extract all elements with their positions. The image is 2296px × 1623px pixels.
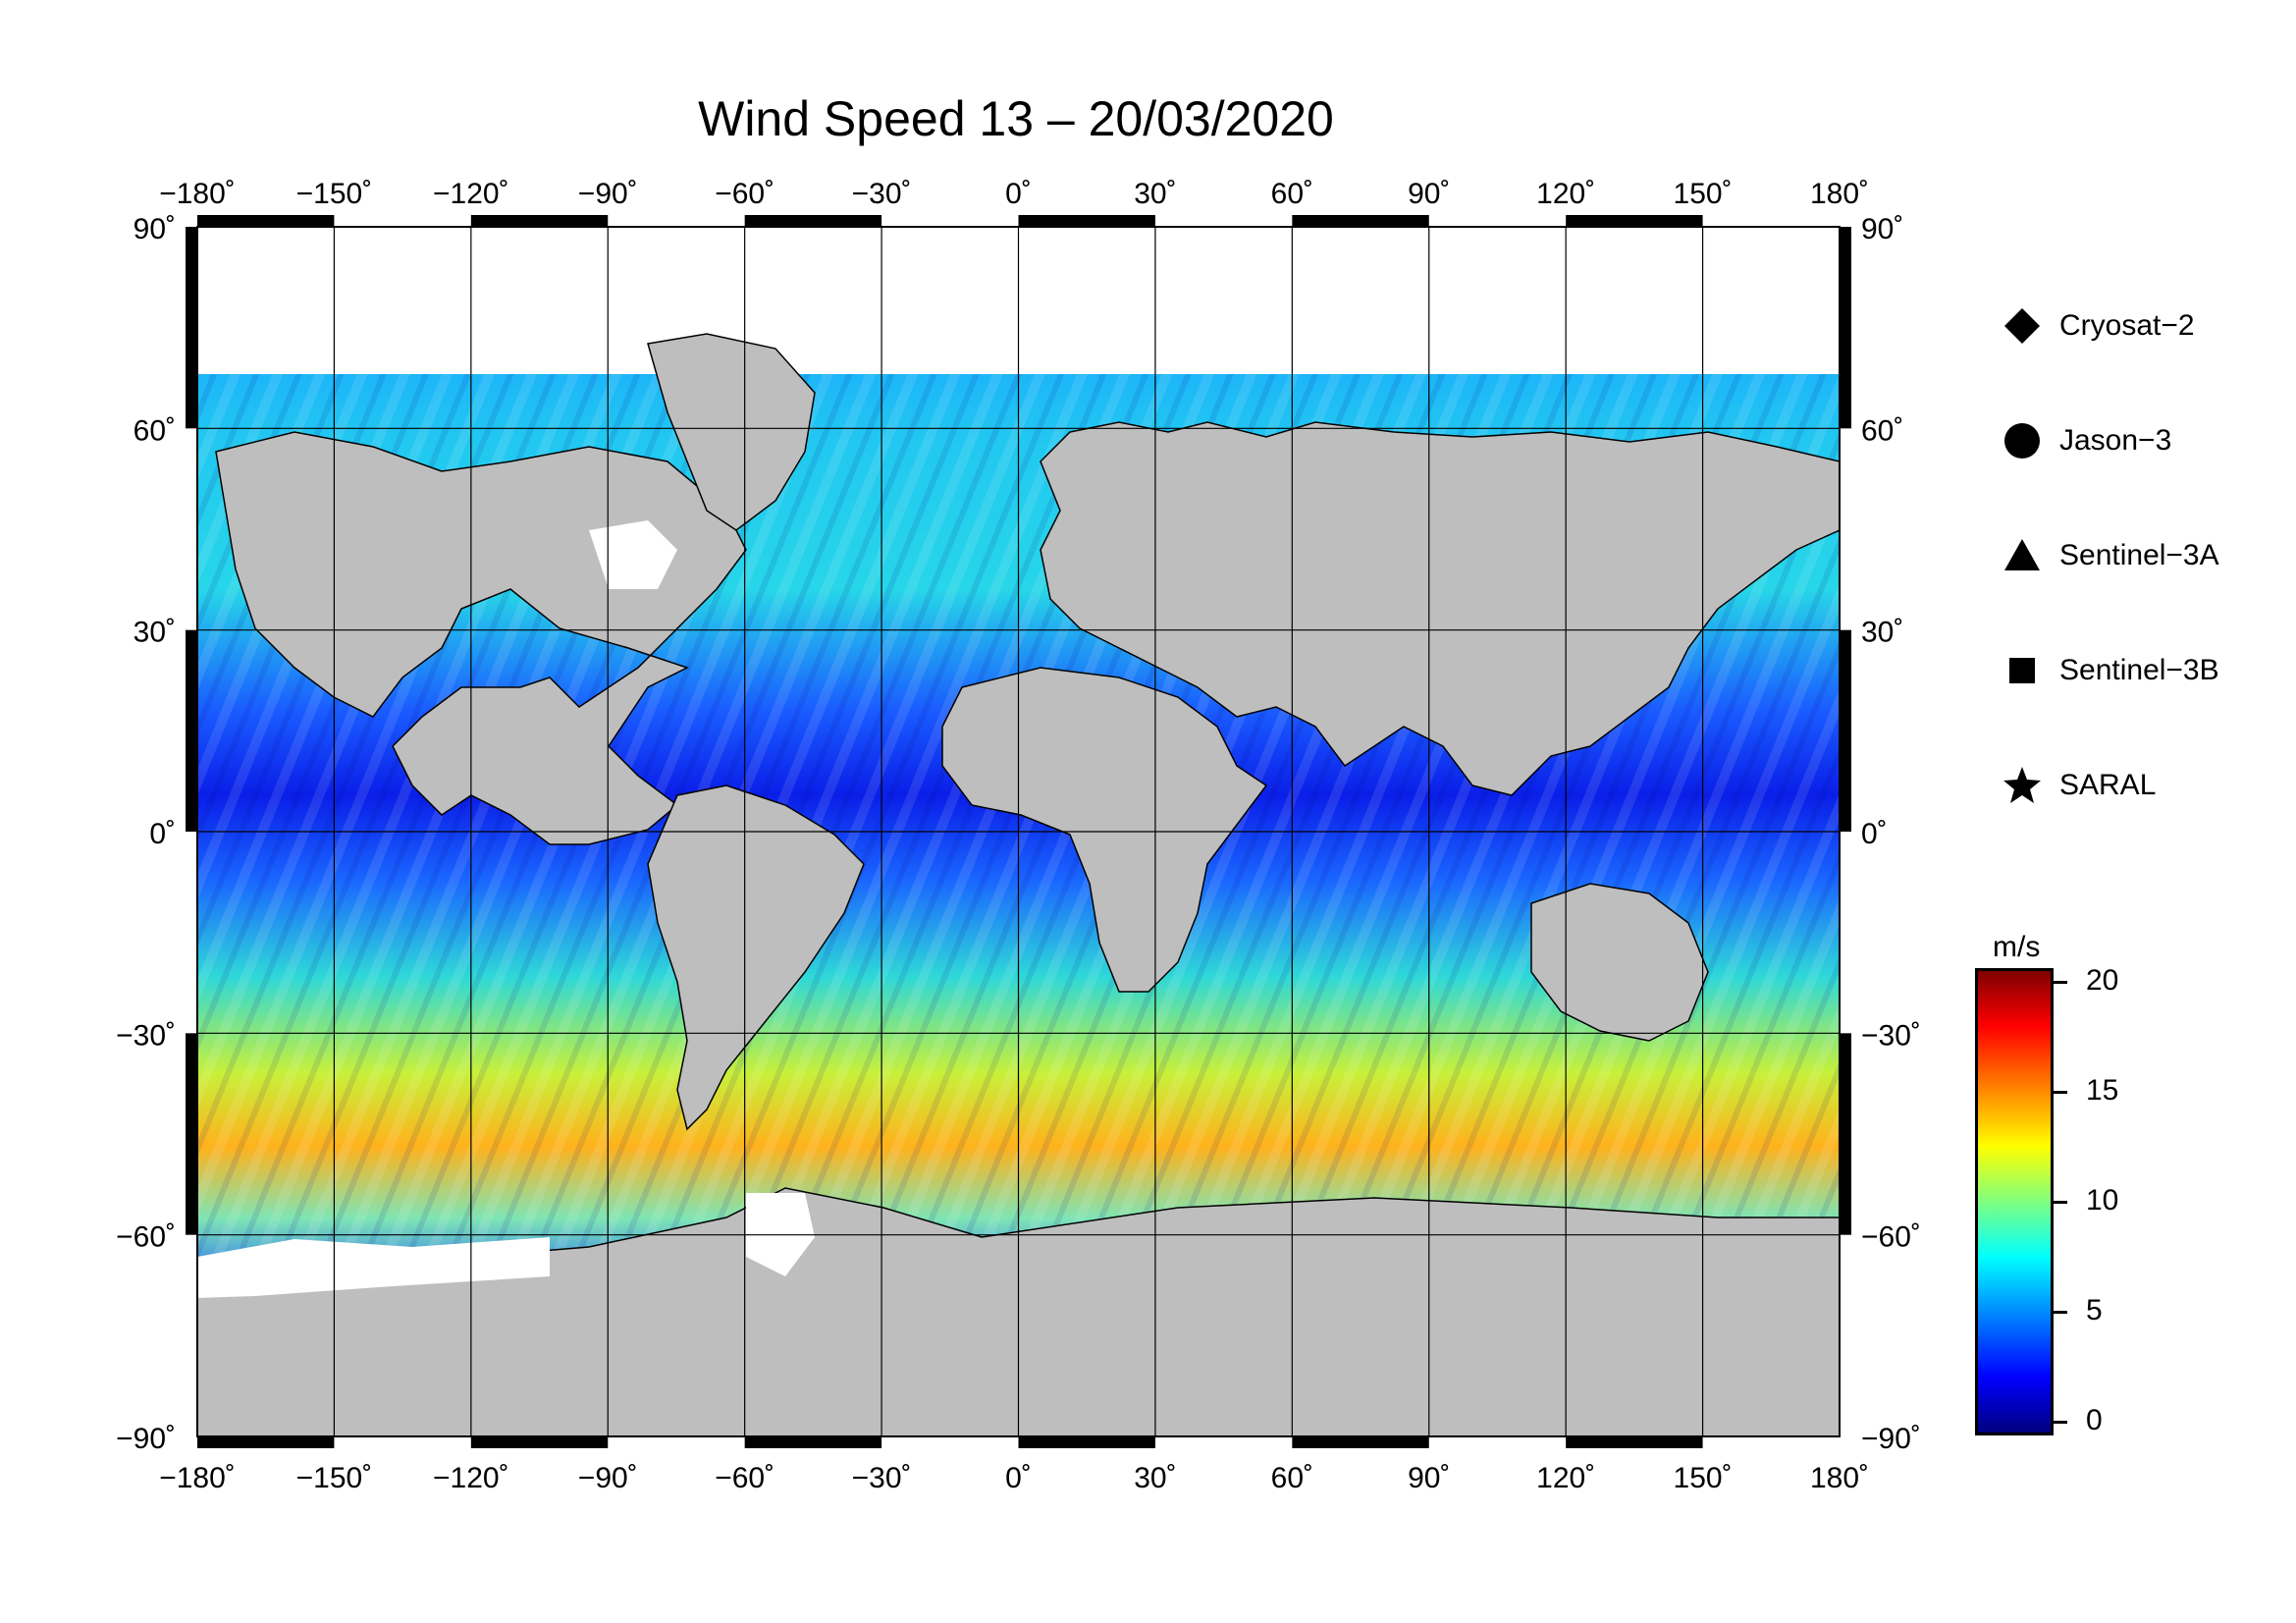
frame-check — [186, 227, 197, 429]
colorbar-unit: m/s — [1993, 931, 2041, 963]
lat-tick-label: 60˚ — [133, 414, 176, 447]
hudson-bay — [589, 520, 677, 589]
star-icon — [2002, 766, 2042, 805]
colorbar-tickmark — [2054, 1311, 2067, 1314]
colorbar-tickmark — [2054, 981, 2067, 984]
africa — [941, 667, 1268, 993]
australia — [1530, 883, 1709, 1042]
greenland — [647, 333, 816, 531]
lon-tick-label: −30˚ — [852, 1462, 912, 1494]
lon-tick-label: −150˚ — [296, 1462, 373, 1494]
lat-tick-label: −90˚ — [1861, 1423, 1921, 1455]
frame-check — [1840, 1033, 1851, 1235]
frame-check — [186, 629, 197, 832]
legend-item-sentinel-3b: Sentinel−3B — [2002, 646, 2219, 695]
frame-check — [1566, 215, 1703, 227]
colorbar-tick-label: 10 — [2086, 1184, 2119, 1217]
legend-item-sentinel-3a: Sentinel−3A — [2002, 531, 2219, 580]
lon-ticks-bottom: −180˚ −150˚ −120˚ −90˚ −60˚ −30˚ 0˚ 30˚ 60˚ 90˚ 12… — [159, 1462, 1869, 1494]
frame-check — [470, 1436, 609, 1448]
frame-check — [197, 1436, 335, 1448]
lon-tick-label: −120˚ — [433, 178, 509, 210]
frame-check — [1840, 629, 1851, 832]
lon-ticks-top: −180˚ −150˚ −120˚ −90˚ −60˚ −30˚ 0˚ 30˚ 60˚ 90˚ 12… — [159, 178, 1869, 210]
legend-label: SARAL — [2059, 769, 2157, 801]
lat-tick-label: 0˚ — [1861, 818, 1888, 850]
frame-checker-border — [186, 215, 1851, 1448]
lat-tick-label: −60˚ — [116, 1221, 176, 1254]
lat-ticks-right: 90˚ 60˚ 30˚ 0˚ −30˚ −60˚ −90˚ — [1861, 213, 1921, 1455]
frame-check — [744, 215, 882, 227]
frame-check — [1292, 215, 1429, 227]
chart-title: Wind Speed 13 – 20/03/2020 — [698, 91, 1334, 146]
lon-tick-label: −60˚ — [715, 1462, 774, 1494]
colorbar-tick-label: 20 — [2086, 964, 2119, 997]
frame-check — [186, 1033, 197, 1235]
lon-tick-label: 30˚ — [1134, 178, 1176, 210]
legend-label: Jason−3 — [2059, 424, 2172, 457]
frame-check — [470, 215, 609, 227]
frame-check — [1018, 1436, 1155, 1448]
lat-tick-label: −90˚ — [116, 1423, 176, 1455]
legend-label: Cryosat−2 — [2059, 309, 2195, 342]
square-icon — [2002, 651, 2042, 690]
lon-tick-label: −120˚ — [433, 1462, 509, 1494]
lon-tick-label: 150˚ — [1674, 178, 1733, 210]
frame-check — [1018, 215, 1155, 227]
diamond-icon — [2002, 306, 2042, 346]
lat-tick-label: 30˚ — [133, 617, 176, 649]
legend-item-saral: SARAL — [2002, 761, 2156, 810]
lat-tick-label: 90˚ — [1861, 213, 1903, 245]
frame-check — [197, 215, 335, 227]
lon-tick-label: 60˚ — [1271, 1462, 1313, 1494]
lon-tick-label: 0˚ — [1005, 178, 1032, 210]
lon-tick-label: 30˚ — [1134, 1462, 1176, 1494]
lon-tick-label: −30˚ — [852, 178, 912, 210]
lat-tick-label: 90˚ — [133, 213, 176, 245]
colorbar-tickmark — [2054, 1421, 2067, 1424]
lon-tick-label: 90˚ — [1408, 1462, 1450, 1494]
lat-tick-label: 60˚ — [1861, 414, 1903, 447]
colorbar — [1975, 968, 2054, 1435]
lat-ticks-left: 90˚ 60˚ 30˚ 0˚ −30˚ −60˚ −90˚ — [116, 213, 176, 1455]
colorbar-tick-label: 15 — [2086, 1074, 2119, 1107]
south-america — [647, 784, 865, 1131]
lat-tick-label: 30˚ — [1861, 617, 1903, 649]
lat-tick-label: −30˚ — [1861, 1019, 1921, 1052]
frame-check — [1566, 1436, 1703, 1448]
lon-tick-label: −150˚ — [296, 178, 373, 210]
lon-tick-label: 180˚ — [1810, 1462, 1869, 1494]
colorbar-tickmark — [2054, 1201, 2067, 1204]
legend-item-cryosat: Cryosat−2 — [2002, 301, 2195, 351]
lon-tick-label: −60˚ — [715, 178, 774, 210]
legend-label: Sentinel−3B — [2059, 654, 2219, 686]
lon-tick-label: −180˚ — [159, 178, 236, 210]
lon-tick-label: 0˚ — [1005, 1462, 1032, 1494]
frame-check — [744, 1436, 882, 1448]
legend-label: Sentinel−3A — [2059, 539, 2219, 571]
circle-icon — [2002, 421, 2042, 460]
ice-shelves — [197, 520, 815, 1298]
frame-check — [1840, 227, 1851, 429]
lon-tick-label: 150˚ — [1674, 1462, 1733, 1494]
lon-tick-label: −180˚ — [159, 1462, 236, 1494]
lat-tick-label: −60˚ — [1861, 1221, 1921, 1254]
colorbar-tick-label: 5 — [2086, 1294, 2103, 1326]
lon-tick-label: 120˚ — [1536, 178, 1595, 210]
lon-tick-label: 60˚ — [1271, 178, 1313, 210]
lat-tick-label: −30˚ — [116, 1019, 176, 1052]
colorbar-tickmark — [2054, 1091, 2067, 1094]
ross-ice-shelf — [197, 1237, 550, 1298]
lon-tick-label: 180˚ — [1810, 178, 1869, 210]
lon-tick-label: −90˚ — [578, 178, 638, 210]
lon-tick-label: −90˚ — [578, 1462, 638, 1494]
lon-tick-label: 120˚ — [1536, 1462, 1595, 1494]
lat-tick-label: 0˚ — [149, 818, 176, 850]
triangle-icon — [2002, 536, 2042, 575]
legend-item-jason: Jason−3 — [2002, 416, 2171, 465]
lon-tick-label: 90˚ — [1408, 178, 1450, 210]
frame-check — [1292, 1436, 1429, 1448]
colorbar-tick-label: 0 — [2086, 1404, 2103, 1436]
